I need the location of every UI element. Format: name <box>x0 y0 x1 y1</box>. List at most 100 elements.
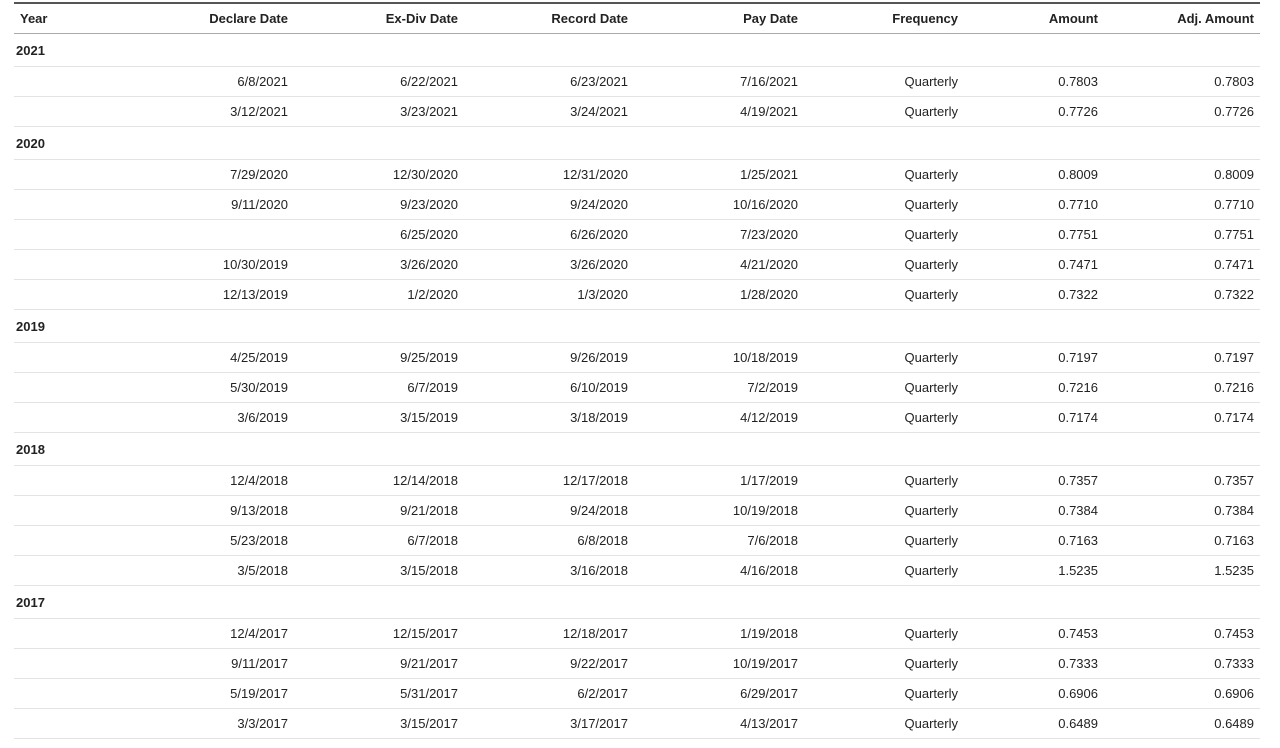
cell-adj: 0.7174 <box>1104 403 1260 433</box>
table-row: 6/8/20216/22/20216/23/20217/16/2021Quart… <box>14 67 1260 97</box>
cell-year <box>14 97 94 127</box>
cell-exdiv: 6/7/2019 <box>294 373 464 403</box>
cell-pay: 4/19/2021 <box>634 97 804 127</box>
cell-amount: 0.7471 <box>964 250 1104 280</box>
cell-adj: 0.7803 <box>1104 67 1260 97</box>
table-row: 5/19/20175/31/20176/2/20176/29/2017Quart… <box>14 679 1260 709</box>
cell-pay: 4/12/2019 <box>634 403 804 433</box>
cell-year <box>14 556 94 586</box>
cell-year <box>14 280 94 310</box>
cell-record: 6/26/2020 <box>464 220 634 250</box>
col-header-amount[interactable]: Amount <box>964 3 1104 34</box>
cell-freq: Quarterly <box>804 526 964 556</box>
cell-declare: 7/29/2020 <box>94 160 294 190</box>
cell-freq: Quarterly <box>804 280 964 310</box>
cell-exdiv: 1/2/2020 <box>294 280 464 310</box>
table-row: 3/12/20213/23/20213/24/20214/19/2021Quar… <box>14 97 1260 127</box>
cell-adj: 0.6489 <box>1104 709 1260 739</box>
cell-declare: 9/11/2020 <box>94 190 294 220</box>
cell-pay: 4/13/2017 <box>634 709 804 739</box>
table-row: 9/11/20179/21/20179/22/201710/19/2017Qua… <box>14 649 1260 679</box>
year-label: 2017 <box>14 586 1260 619</box>
col-header-adj[interactable]: Adj. Amount <box>1104 3 1260 34</box>
cell-declare: 3/3/2017 <box>94 709 294 739</box>
cell-amount: 0.7453 <box>964 619 1104 649</box>
cell-exdiv: 3/15/2018 <box>294 556 464 586</box>
cell-adj: 0.7471 <box>1104 250 1260 280</box>
cell-year <box>14 619 94 649</box>
cell-amount: 0.6906 <box>964 679 1104 709</box>
cell-pay: 1/17/2019 <box>634 466 804 496</box>
col-header-declare[interactable]: Declare Date <box>94 3 294 34</box>
cell-pay: 6/29/2017 <box>634 679 804 709</box>
cell-amount: 0.6489 <box>964 709 1104 739</box>
cell-pay: 10/19/2018 <box>634 496 804 526</box>
cell-declare: 5/23/2018 <box>94 526 294 556</box>
cell-amount: 0.7163 <box>964 526 1104 556</box>
col-header-exdiv[interactable]: Ex-Div Date <box>294 3 464 34</box>
cell-freq: Quarterly <box>804 250 964 280</box>
col-header-pay[interactable]: Pay Date <box>634 3 804 34</box>
cell-pay: 10/18/2019 <box>634 343 804 373</box>
cell-year <box>14 373 94 403</box>
col-header-year[interactable]: Year <box>14 3 94 34</box>
cell-record: 9/22/2017 <box>464 649 634 679</box>
cell-record: 3/16/2018 <box>464 556 634 586</box>
cell-declare: 12/13/2019 <box>94 280 294 310</box>
year-group-header: 2019 <box>14 310 1260 343</box>
cell-freq: Quarterly <box>804 496 964 526</box>
cell-pay: 7/23/2020 <box>634 220 804 250</box>
cell-year <box>14 190 94 220</box>
cell-amount: 0.7333 <box>964 649 1104 679</box>
cell-declare: 9/13/2018 <box>94 496 294 526</box>
cell-amount: 0.7357 <box>964 466 1104 496</box>
cell-amount: 0.7174 <box>964 403 1104 433</box>
cell-year <box>14 649 94 679</box>
cell-freq: Quarterly <box>804 67 964 97</box>
cell-adj: 0.6906 <box>1104 679 1260 709</box>
cell-pay: 1/25/2021 <box>634 160 804 190</box>
cell-year <box>14 496 94 526</box>
cell-adj: 0.7357 <box>1104 466 1260 496</box>
table-row: 12/4/201712/15/201712/18/20171/19/2018Qu… <box>14 619 1260 649</box>
cell-pay: 7/2/2019 <box>634 373 804 403</box>
year-group-header: 2017 <box>14 586 1260 619</box>
cell-year <box>14 679 94 709</box>
cell-declare <box>94 220 294 250</box>
table-row: 12/13/20191/2/20201/3/20201/28/2020Quart… <box>14 280 1260 310</box>
table-row: 9/13/20189/21/20189/24/201810/19/2018Qua… <box>14 496 1260 526</box>
cell-record: 9/24/2020 <box>464 190 634 220</box>
cell-adj: 0.8009 <box>1104 160 1260 190</box>
cell-year <box>14 403 94 433</box>
cell-declare: 3/6/2019 <box>94 403 294 433</box>
cell-pay: 7/16/2021 <box>634 67 804 97</box>
cell-record: 9/24/2018 <box>464 496 634 526</box>
cell-pay: 1/19/2018 <box>634 619 804 649</box>
table-row: 4/25/20199/25/20199/26/201910/18/2019Qua… <box>14 343 1260 373</box>
col-header-record[interactable]: Record Date <box>464 3 634 34</box>
cell-pay: 10/16/2020 <box>634 190 804 220</box>
cell-exdiv: 3/23/2021 <box>294 97 464 127</box>
col-header-freq[interactable]: Frequency <box>804 3 964 34</box>
cell-amount: 1.5235 <box>964 556 1104 586</box>
cell-declare: 12/4/2017 <box>94 619 294 649</box>
cell-adj: 0.7453 <box>1104 619 1260 649</box>
table-row: 3/6/20193/15/20193/18/20194/12/2019Quart… <box>14 403 1260 433</box>
cell-exdiv: 3/15/2017 <box>294 709 464 739</box>
cell-freq: Quarterly <box>804 403 964 433</box>
table-header-row: Year Declare Date Ex-Div Date Record Dat… <box>14 3 1260 34</box>
year-group-header: 2021 <box>14 34 1260 67</box>
cell-record: 12/18/2017 <box>464 619 634 649</box>
table-row: 5/30/20196/7/20196/10/20197/2/2019Quarte… <box>14 373 1260 403</box>
cell-year <box>14 220 94 250</box>
cell-amount: 0.7322 <box>964 280 1104 310</box>
cell-adj: 0.7384 <box>1104 496 1260 526</box>
table-row: 3/5/20183/15/20183/16/20184/16/2018Quart… <box>14 556 1260 586</box>
cell-record: 3/18/2019 <box>464 403 634 433</box>
cell-exdiv: 12/14/2018 <box>294 466 464 496</box>
cell-adj: 1.5235 <box>1104 556 1260 586</box>
cell-exdiv: 9/25/2019 <box>294 343 464 373</box>
cell-exdiv: 9/21/2018 <box>294 496 464 526</box>
cell-record: 12/17/2018 <box>464 466 634 496</box>
cell-adj: 0.7751 <box>1104 220 1260 250</box>
